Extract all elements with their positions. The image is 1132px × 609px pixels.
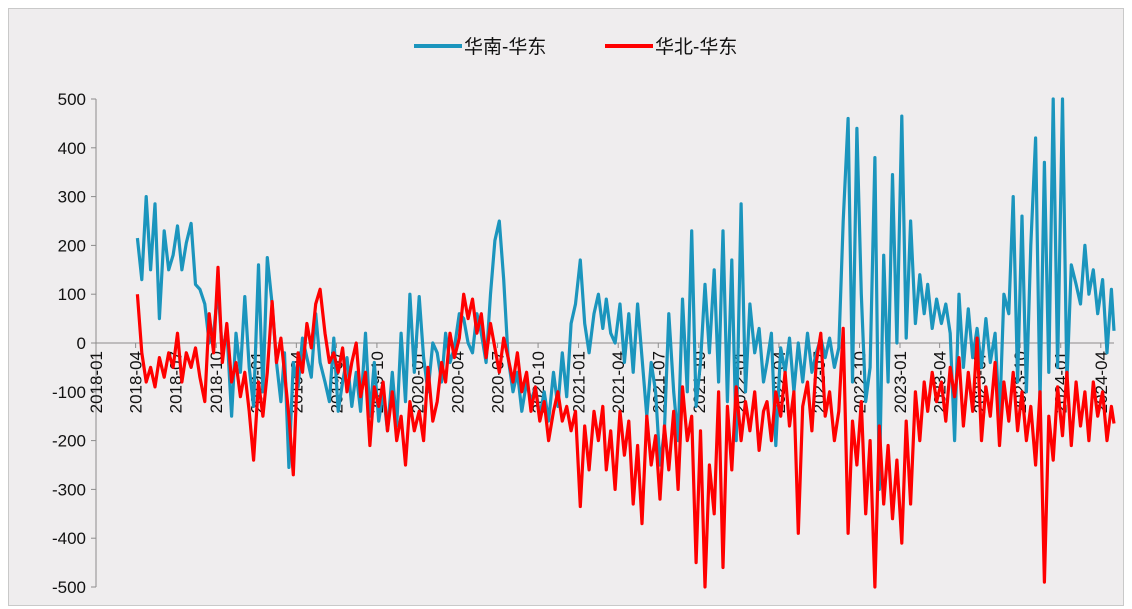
x-tick-label: 2020-07 xyxy=(489,351,508,413)
y-tick-label: -500 xyxy=(52,578,86,597)
x-tick-label: 2021-07 xyxy=(649,351,668,413)
y-tick-label: 300 xyxy=(58,188,86,207)
line-chart: 华南-华东 华北-华东 500 400 300 200 100 0 -100 -200 -300 -… xyxy=(52,36,1116,597)
legend-label-1: 华南-华东 xyxy=(464,36,546,58)
legend: 华南-华东 华北-华东 xyxy=(414,36,737,58)
plot-series xyxy=(135,97,1116,589)
x-tick-label: 2018-01 xyxy=(87,351,106,413)
series-line-1 xyxy=(135,97,1116,491)
y-tick-label: -400 xyxy=(52,529,86,548)
y-tick-label: 500 xyxy=(58,90,86,109)
x-tick-label: 2021-04 xyxy=(609,351,628,413)
y-tick-label: 100 xyxy=(58,285,86,304)
legend-label-2: 华北-华东 xyxy=(655,36,737,58)
x-tick-label: 2021-01 xyxy=(570,351,589,413)
series-line-2 xyxy=(135,265,1116,589)
x-tick-label: 2018-10 xyxy=(207,351,226,413)
y-tick-label: -100 xyxy=(52,383,86,402)
x-tick-label: 2023-01 xyxy=(891,351,910,413)
x-tick-label: 2018-04 xyxy=(127,351,146,413)
y-tick-label: 200 xyxy=(58,236,86,255)
y-axis: 500 400 300 200 100 0 -100 -200 -300 -400 -500 xyxy=(52,90,97,597)
chart-frame: 华南-华东 华北-华东 500 400 300 200 100 0 -100 -200 -300 -… xyxy=(8,8,1124,606)
y-tick-label: -300 xyxy=(52,480,86,499)
x-tick-label: 2020-04 xyxy=(448,351,467,413)
y-tick-label: 400 xyxy=(58,139,86,158)
y-tick-label: -200 xyxy=(52,432,86,451)
y-tick-label: 0 xyxy=(77,334,86,353)
